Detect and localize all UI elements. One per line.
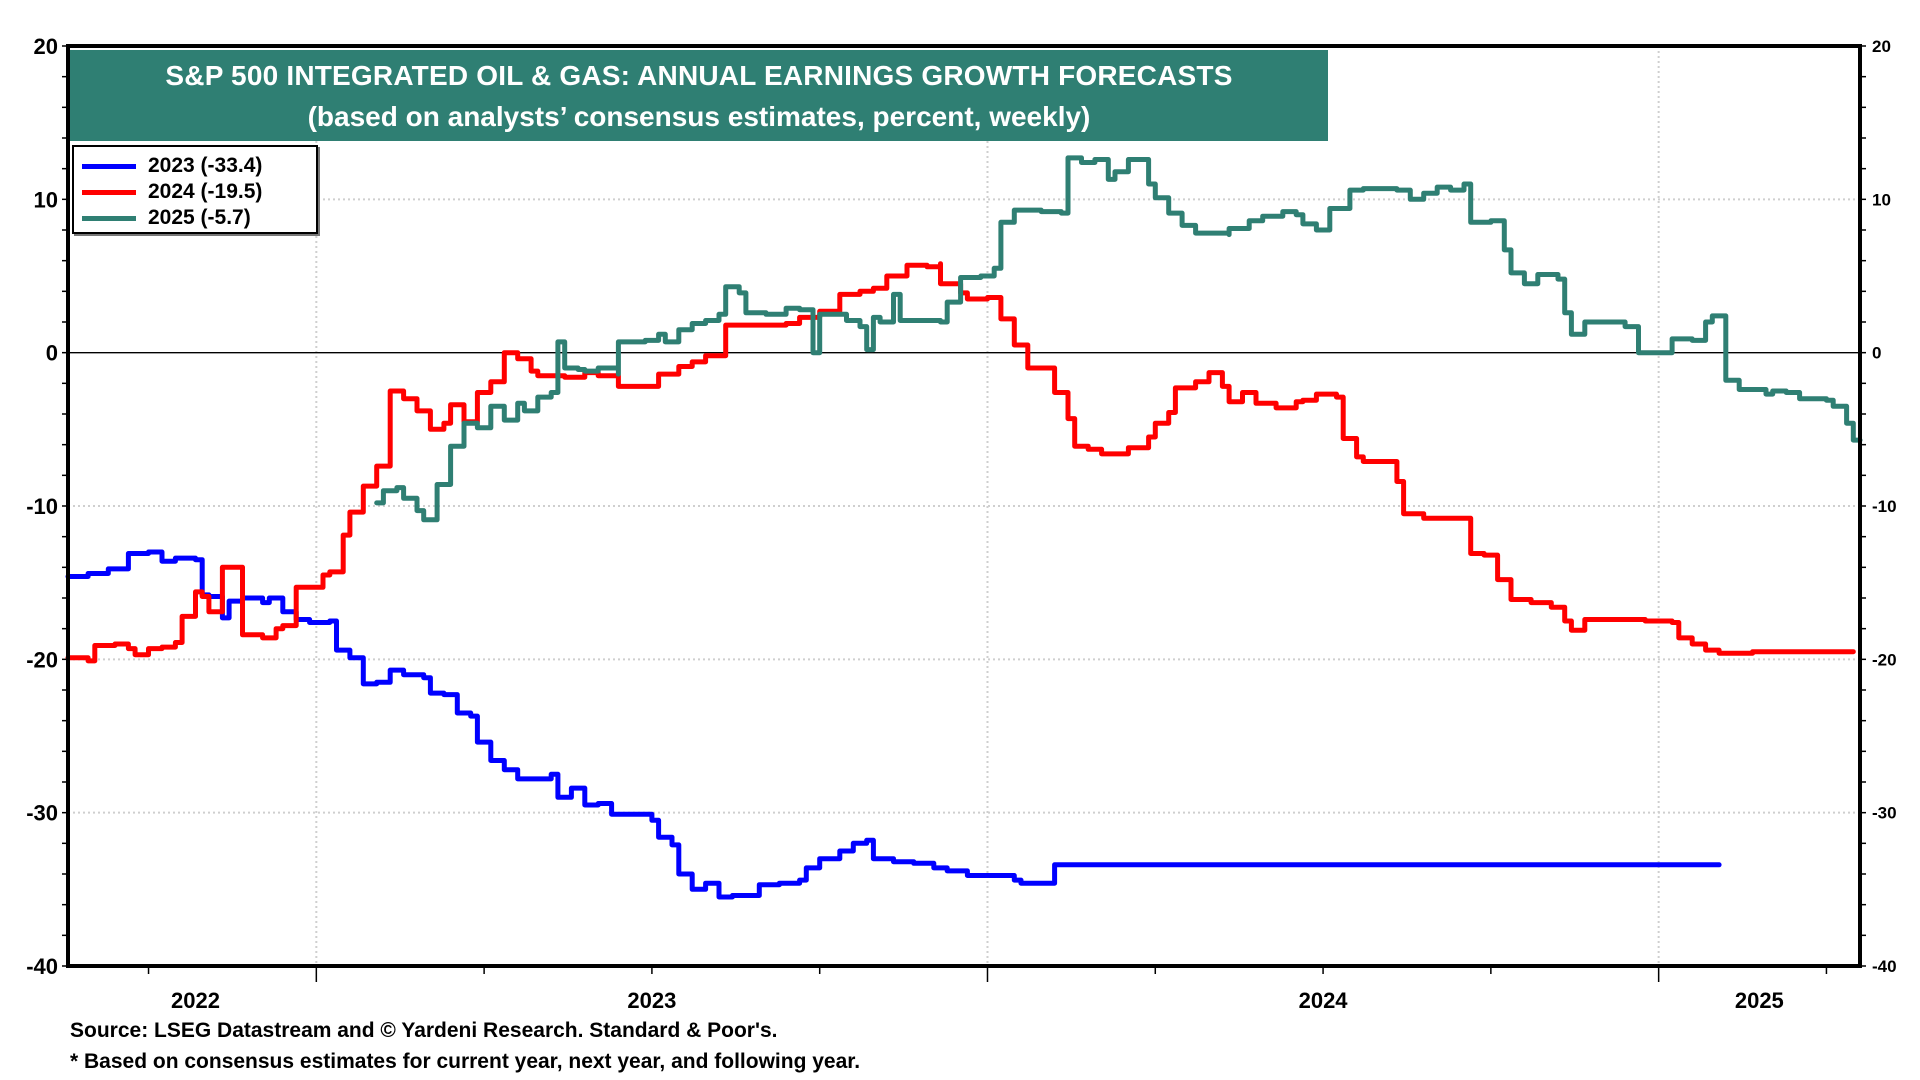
y-axis-right: 20 10 0 -10 -20 -30 -40 (1860, 37, 1897, 976)
y-tick-label-left: 20 (34, 34, 58, 59)
legend-label-2023: 2023 (-33.4) (148, 154, 263, 177)
chart-subtitle: (based on analysts’ consensus estimates,… (307, 101, 1091, 132)
y-tick-label-left: -30 (26, 801, 58, 826)
y-tick-label-right: -40 (1872, 957, 1897, 976)
y-tick-label-right: 0 (1872, 344, 1881, 363)
x-axis: 2022 2023 2024 2025 (147, 966, 1828, 1013)
legend-swatch-2023 (82, 163, 136, 169)
legend-label-2025: 2025 (-5.7) (148, 206, 251, 229)
footnote: * Based on consensus estimates for curre… (70, 1050, 861, 1073)
y-tick-label-right: -10 (1872, 497, 1897, 516)
legend-item-2025: 2025 (-5.7) (82, 205, 251, 231)
grid (68, 46, 1860, 966)
legend-swatch-2025 (82, 215, 136, 221)
series-line-2023 (65, 549, 1722, 900)
y-tick-label-left: -10 (26, 494, 58, 519)
legend-item-2023: 2023 (-33.4) (82, 153, 262, 179)
source-note: Source: LSEG Datastream and © Yardeni Re… (70, 1019, 778, 1042)
y-tick-label-right: -30 (1872, 804, 1897, 823)
chart-title: S&P 500 INTEGRATED OIL & GAS: ANNUAL EAR… (165, 60, 1233, 91)
x-tick-label-2023: 2023 (627, 988, 676, 1013)
y-tick-label-left: -20 (26, 647, 58, 672)
y-tick-label-left: 10 (34, 187, 58, 212)
legend-swatch-2024 (82, 189, 136, 195)
y-tick-label-right: 20 (1872, 37, 1891, 56)
x-tick-label-2025: 2025 (1735, 988, 1784, 1013)
chart-title-box: S&P 500 INTEGRATED OIL & GAS: ANNUAL EAR… (70, 50, 1328, 141)
series-layer (65, 155, 1863, 900)
legend-item-2024: 2024 (-19.5) (82, 179, 262, 205)
legend-label-2024: 2024 (-19.5) (148, 180, 263, 203)
y-tick-label-right: 10 (1872, 190, 1891, 209)
series-line-2024 (65, 261, 1856, 664)
y-axis-left: 20 10 0 -10 -20 -30 -40 (26, 34, 68, 979)
series-line-2025 (374, 155, 1863, 523)
y-tick-label-right: -20 (1872, 650, 1897, 669)
x-tick-label-2024: 2024 (1299, 988, 1349, 1013)
y-tick-label-left: 0 (46, 341, 58, 366)
x-tick-label-2022: 2022 (171, 988, 220, 1013)
y-tick-label-left: -40 (26, 954, 58, 979)
legend: 2023 (-33.4) 2024 (-19.5) 2025 (-5.7) (72, 145, 318, 234)
